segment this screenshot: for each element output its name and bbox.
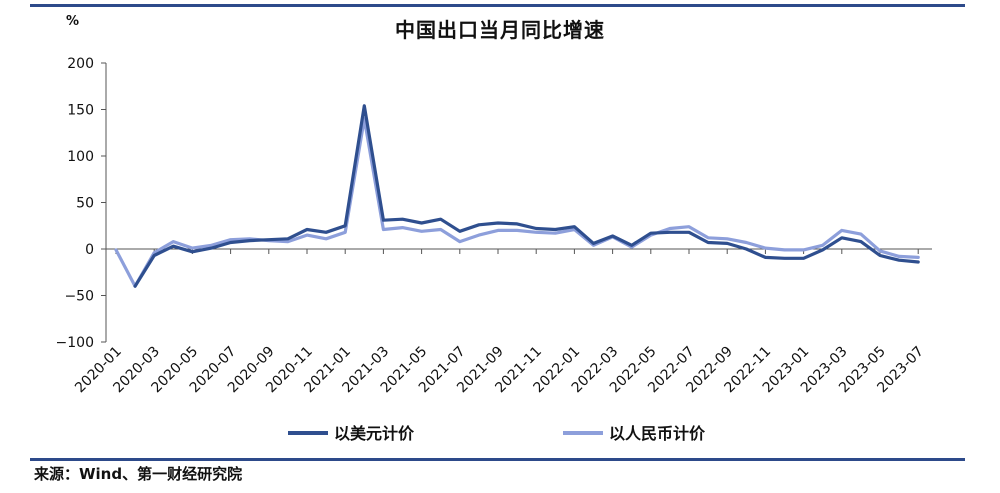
y-unit-label: % xyxy=(66,14,80,29)
y-tick-label: 50 xyxy=(76,196,94,212)
x-axis: 2020-012020-032020-052020-072020-092020-… xyxy=(72,248,932,396)
chart-title: 中国出口当月同比增速 xyxy=(395,18,605,42)
series-line-usd xyxy=(133,104,920,288)
y-tick-label: 0 xyxy=(85,242,94,258)
y-tick-label: 150 xyxy=(67,103,94,119)
source-note: 来源：Wind、第一财经研究院 xyxy=(34,465,243,483)
legend-label-usd: 以美元计价 xyxy=(334,424,415,443)
series-lines xyxy=(114,104,920,288)
y-tick-label: 200 xyxy=(67,56,94,72)
series-line-rmb xyxy=(114,117,920,288)
y-tick-label: −50 xyxy=(64,289,94,305)
top-border xyxy=(30,4,965,7)
y-tick-label: −100 xyxy=(56,335,94,351)
y-axis: −100 −50 0 50 100 150 200 xyxy=(56,56,107,351)
legend-label-rmb: 以人民币计价 xyxy=(609,424,706,443)
legend: 以美元计价 以人民币计价 xyxy=(288,424,706,443)
y-tick-label: 100 xyxy=(67,149,94,165)
bottom-border xyxy=(30,458,965,461)
